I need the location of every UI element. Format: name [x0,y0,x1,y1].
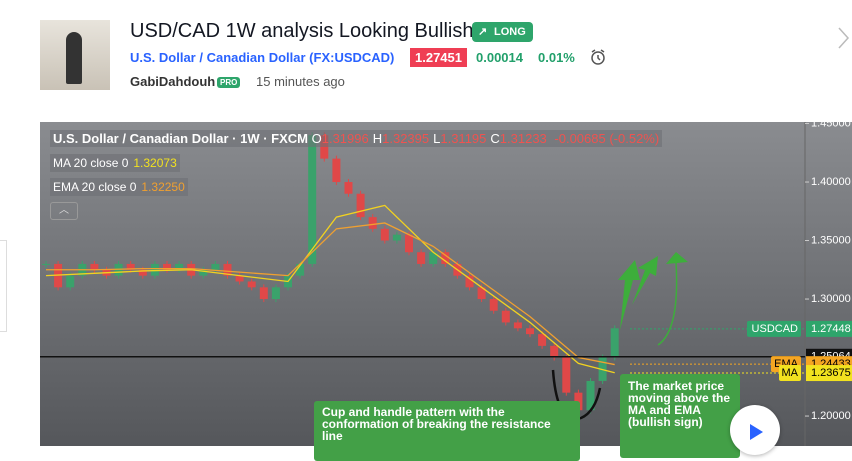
ohlc-value: 1.32395 [382,131,430,146]
candle [429,252,438,264]
symbol-code: (FX:USDCAD) [309,50,395,65]
y-tick-label: 1.45000 [811,122,851,129]
alarm-icon[interactable] [588,47,608,67]
ohlc-value: 1.31996 [321,131,369,146]
y-tick-label: 1.30000 [811,293,851,305]
candle [247,281,256,288]
collapse-button[interactable]: ︿ [50,202,78,220]
candle [90,263,99,270]
ohlc-key: O [311,131,322,146]
candle [538,334,547,346]
candle [513,322,522,329]
candle [150,263,159,276]
ohlc-value: 1.31233 [499,131,547,146]
pro-badge: PRO [217,77,241,88]
y-tick-label: 1.40000 [811,176,851,188]
time: 15 minutes ago [256,74,345,89]
candle [526,328,534,335]
indicator-row: EMA 20 close 0 1.32250 [50,178,188,196]
candle [417,252,426,264]
candle [489,299,498,311]
candle [126,263,135,270]
candle [465,275,474,288]
annotation-box: Cup and handle pattern with the conforma… [314,401,580,461]
idea-title: USD/CAD 1W analysis Looking Bullish [130,20,474,42]
price-tag [806,320,852,337]
long-badge: ↗ LONG [472,22,533,42]
ohlc-key: L [433,131,441,146]
y-tick-label: 1.35000 [811,234,851,246]
cup-drawing [551,369,602,421]
candle [586,380,595,411]
ohlc-change: -0.00685 (-0.52%) [554,131,660,146]
price-tag [806,365,852,382]
indicator-name: EMA 20 close 0 [53,180,137,194]
candle [392,234,401,241]
chart-legend: U.S. Dollar / Canadian Dollar · 1W · FXC… [50,130,663,147]
candle [405,234,413,253]
price-tag-label: 1.27448 [811,323,851,335]
ohlc-value: 1.31195 [440,131,487,146]
play-button[interactable] [730,405,780,455]
candle [175,263,184,270]
price-tag-name-bg [779,365,801,382]
y-tick-label: 1.20000 [811,410,851,422]
price-tag-label: 1.23675 [811,367,851,379]
symbol-link[interactable]: U.S. Dollar / Canadian Dollar (FX:USDCAD… [130,50,394,65]
candle [441,252,450,264]
bullish-arrows [618,252,688,346]
legend-title: U.S. Dollar / Canadian Dollar · 1W · FXC… [53,131,308,146]
author[interactable]: GabiDahdouh [130,74,216,89]
change-pct: 0.01% [538,50,575,65]
ohlc-key: C [490,131,500,146]
avatar[interactable] [40,20,110,90]
candle [477,287,486,300]
candle [259,287,268,300]
candle [199,269,208,276]
page: USD/CAD 1W analysis Looking Bullish ↗ LON… [0,20,852,461]
candle [223,263,232,276]
candle [271,287,280,300]
candle [66,275,75,288]
candle [562,357,571,393]
candle [380,228,389,241]
candle [163,263,171,270]
price-tag-name: MA [782,367,799,379]
candle [368,217,377,229]
candle [296,263,305,276]
candle [138,269,147,276]
next-chevron[interactable] [836,26,850,50]
candle [42,263,50,265]
symbol-name: U.S. Dollar / Canadian Dollar [130,50,306,65]
indicator-value: 1.32250 [141,180,185,194]
candle [550,345,559,358]
indicator-line [46,222,615,366]
candle [235,275,244,282]
candle [501,310,510,323]
candle [308,135,317,264]
indicator-line [45,204,615,374]
annotation-box: The market price moving above the MA and… [620,374,740,458]
price-tag-name: USDCAD [752,323,799,335]
indicator-name: MA 20 close 0 [53,156,129,170]
indicator-value: 1.32073 [133,156,177,170]
candle [211,263,220,270]
arrow-icon: ↗ [478,26,488,38]
play-icon [750,424,763,440]
ohlc-key: H [372,131,383,146]
price-tag-name-bg [747,320,801,337]
ohlc: O1.31996 H1.32395 L1.31195 C1.31233 [312,131,551,146]
candle [344,182,353,194]
change: 0.00014 [476,50,523,65]
badge-text: LONG [494,26,526,38]
candle [332,158,341,183]
price-box: 1.27451 [410,48,467,67]
side-edge [0,240,7,332]
avatar-figure [66,32,82,84]
candle [610,328,619,358]
candle [356,193,365,218]
indicator-row: MA 20 close 0 1.32073 [50,154,180,172]
